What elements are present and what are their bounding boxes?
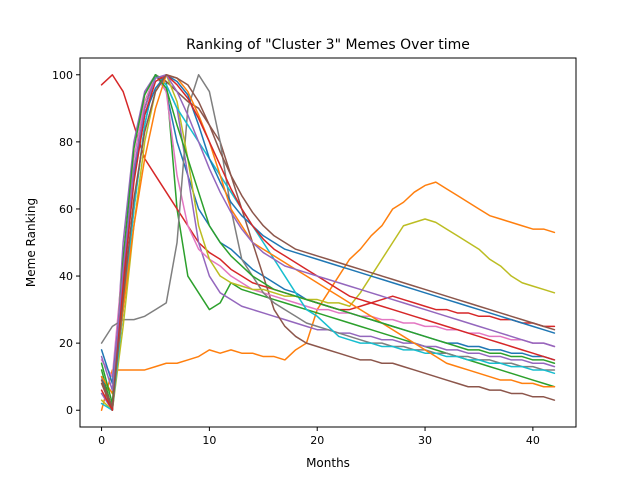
y-tick-label: 20 [59, 337, 73, 350]
series-line-15 [100, 74, 556, 391]
x-tick-label: 10 [202, 434, 216, 447]
series-line-16 [100, 74, 556, 408]
y-tick-label: 40 [59, 270, 73, 283]
x-axis: 0 10 20 30 40 [98, 427, 540, 447]
x-axis-label: Months [306, 456, 350, 470]
series-line-2 [100, 181, 556, 411]
x-tick-label: 0 [98, 434, 105, 447]
series-layer [100, 74, 556, 411]
x-tick-label: 20 [310, 434, 324, 447]
y-tick-label: 100 [52, 69, 73, 82]
chart-title: Ranking of "Cluster 3" Memes Over time [186, 37, 470, 53]
series-line-9 [100, 74, 556, 411]
x-tick-label: 30 [418, 434, 432, 447]
series-line-11 [100, 74, 556, 385]
y-tick-label: 0 [66, 404, 73, 417]
y-tick-label: 80 [59, 136, 73, 149]
series-line-13 [100, 74, 556, 405]
series-line-7 [100, 74, 556, 378]
y-axis: 0 20 40 60 80 100 [52, 69, 80, 417]
y-axis-label: Meme Ranking [24, 198, 38, 287]
y-tick-label: 60 [59, 203, 73, 216]
series-line-14 [100, 74, 556, 411]
series-line-10 [100, 74, 556, 411]
plot-frame [79, 57, 577, 428]
x-tick-label: 40 [526, 434, 540, 447]
